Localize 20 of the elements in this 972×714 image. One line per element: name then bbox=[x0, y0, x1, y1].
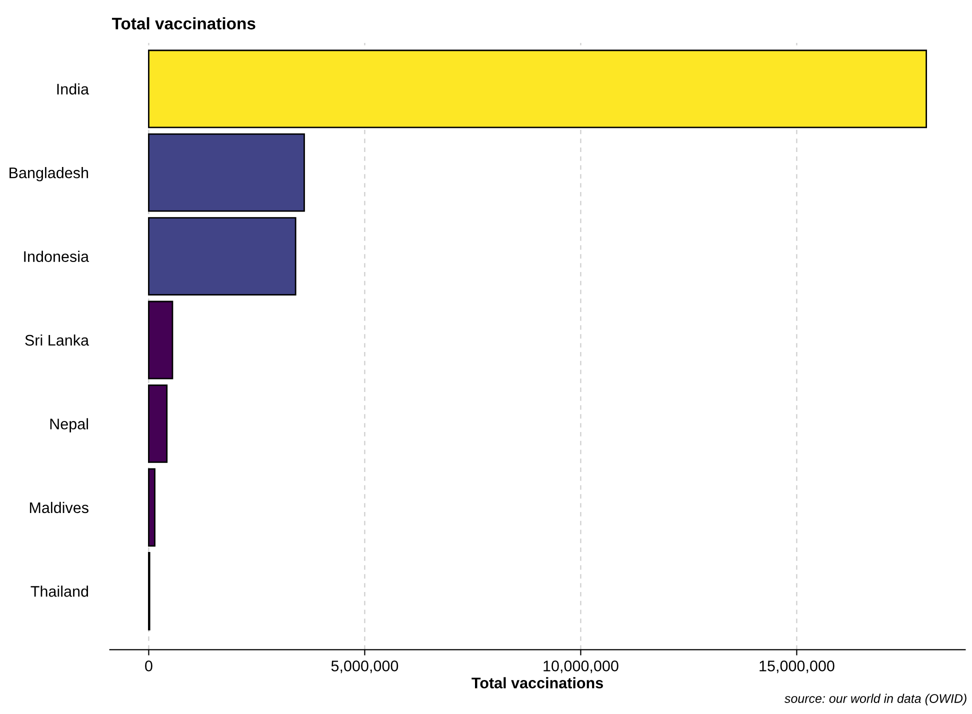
y-tick-label: Indonesia bbox=[24, 250, 90, 262]
x-tick-label: 0 bbox=[145, 660, 152, 672]
source-note: source: our world in data (OWID) bbox=[784, 694, 966, 706]
bar bbox=[148, 300, 174, 380]
bar bbox=[148, 384, 168, 463]
y-tick-label: Sri Lanka bbox=[25, 334, 90, 346]
y-tick-label: Bangladesh bbox=[10, 167, 88, 182]
y-tick-label: India bbox=[57, 83, 90, 95]
x-tick-label: 15,000,000 bbox=[760, 660, 834, 674]
x-tick-label: 10,000,000 bbox=[544, 660, 618, 674]
y-tick-label: Maldives bbox=[30, 502, 88, 514]
x-axis-title: Total vaccinations bbox=[472, 677, 603, 688]
x-tick-label: 5,000,000 bbox=[331, 660, 398, 674]
bar bbox=[148, 217, 296, 296]
bar bbox=[148, 133, 305, 212]
y-tick-label: Nepal bbox=[50, 418, 88, 432]
bar bbox=[148, 50, 928, 128]
y-tick-label: Thailand bbox=[30, 586, 88, 597]
bar bbox=[148, 468, 156, 547]
chart-title: Total vaccinations bbox=[112, 17, 256, 30]
